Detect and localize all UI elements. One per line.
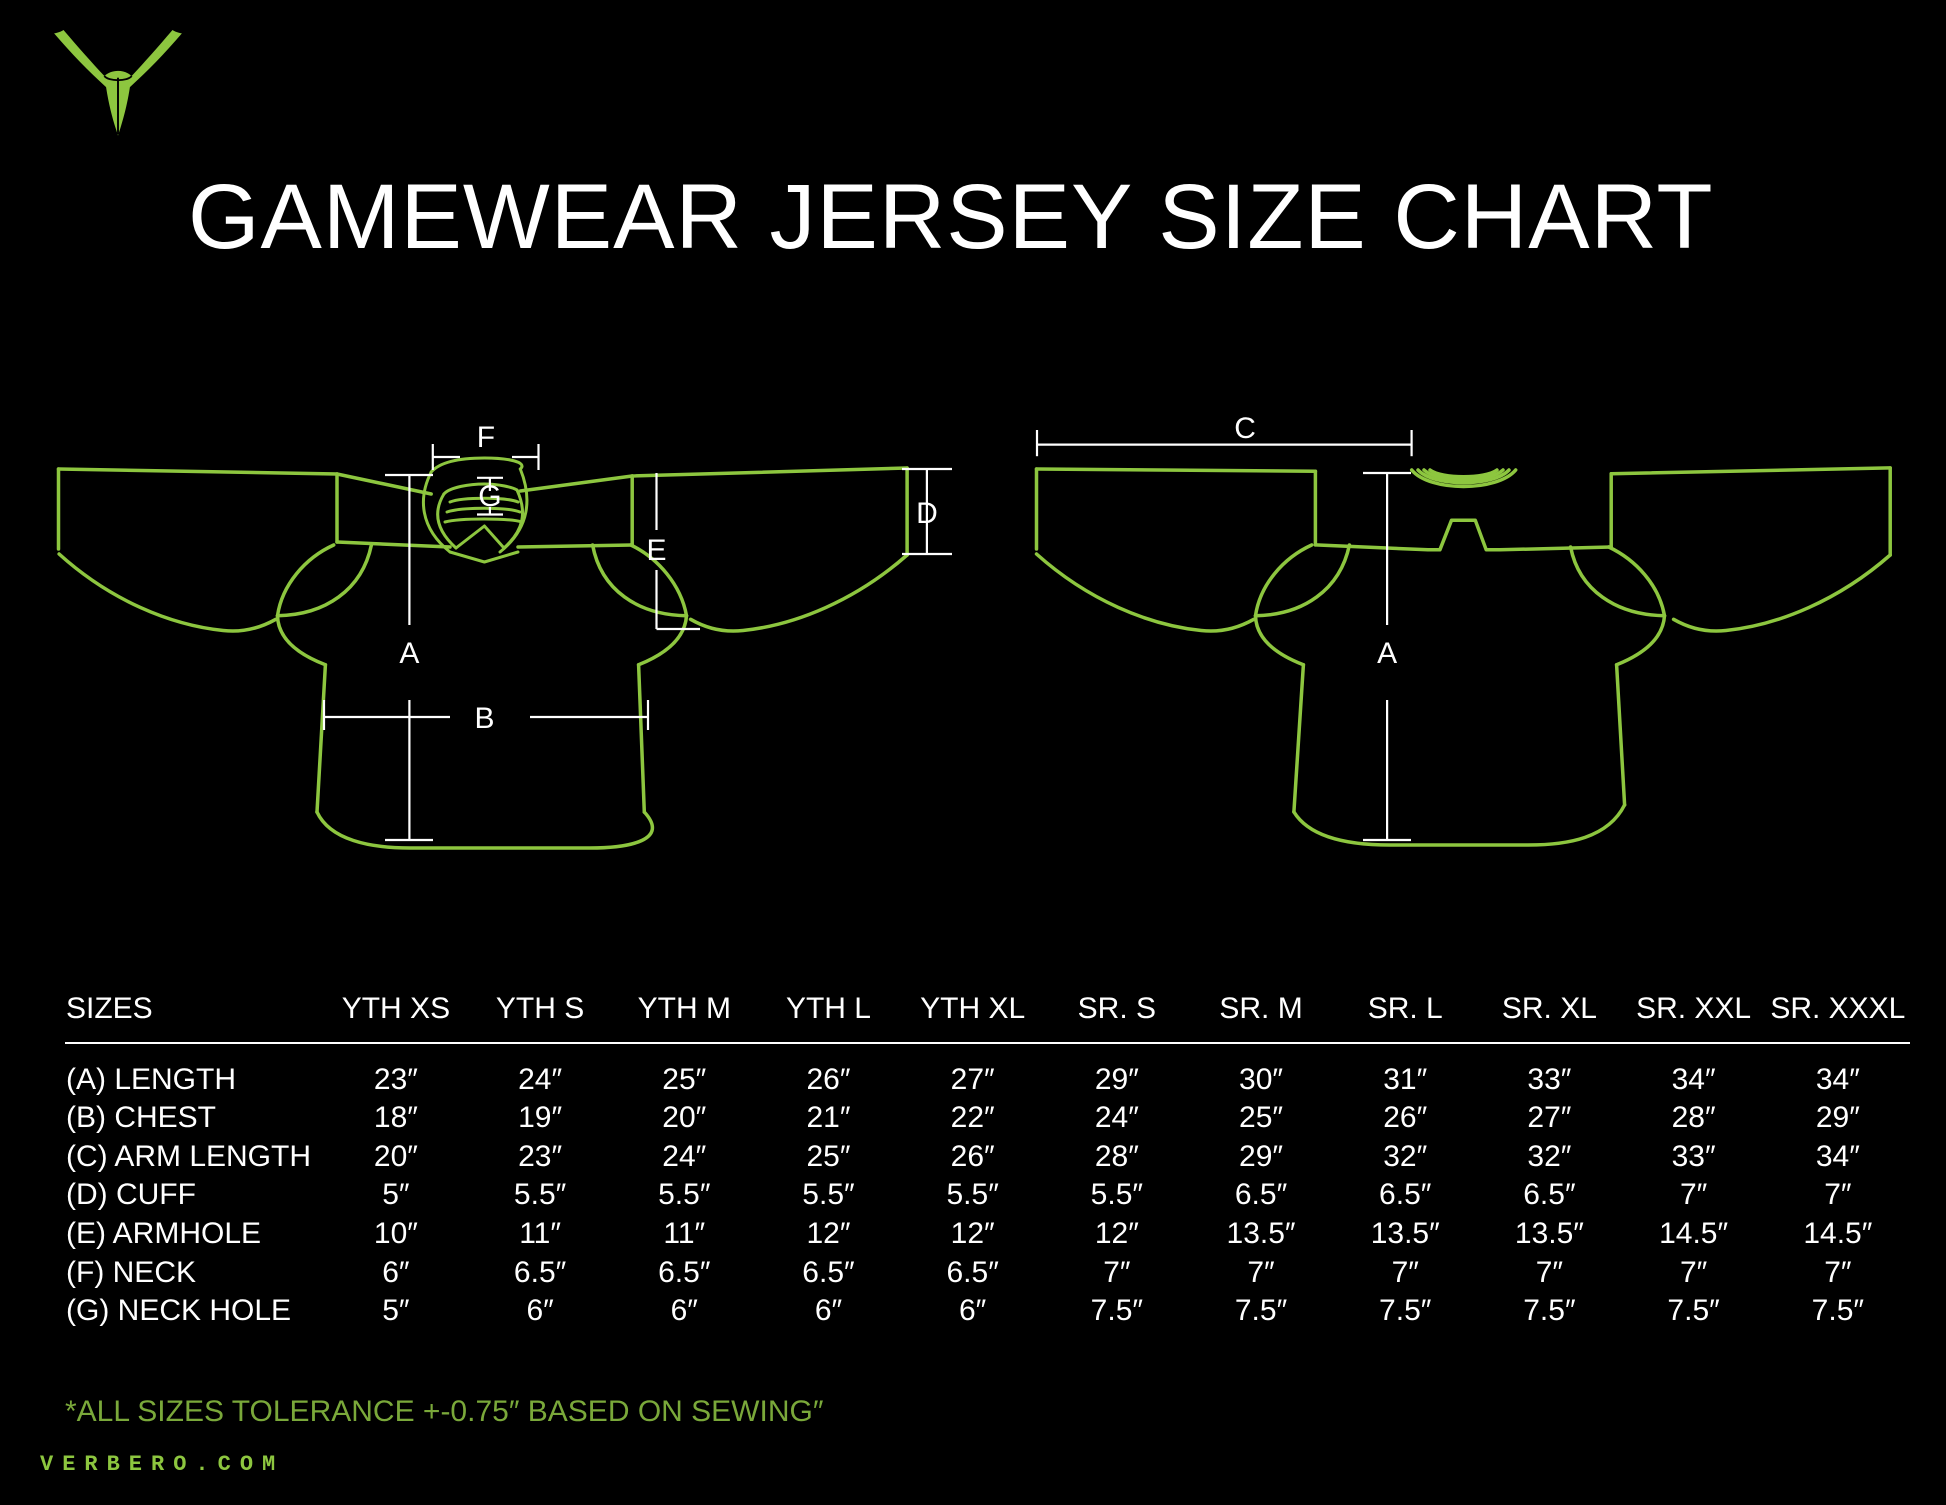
svg-text:B: B — [474, 702, 494, 735]
svg-text:F: F — [477, 421, 495, 454]
svg-text:A: A — [399, 637, 419, 670]
svg-text:D: D — [916, 497, 938, 530]
svg-text:A: A — [1377, 637, 1397, 670]
svg-text:G: G — [478, 480, 501, 513]
svg-text:E: E — [646, 534, 666, 567]
svg-text:C: C — [1234, 412, 1256, 445]
